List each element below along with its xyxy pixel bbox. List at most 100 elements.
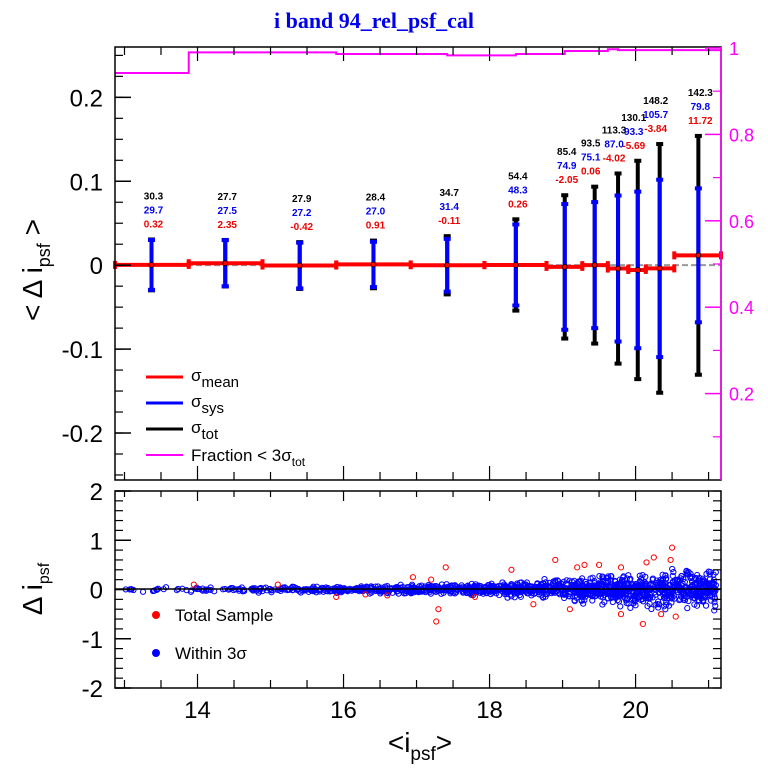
point-within-3sigma: [684, 605, 691, 612]
point-within-3sigma: [660, 594, 668, 602]
point-within-3sigma: [695, 589, 702, 596]
error-cap-sys-bottom: [512, 303, 520, 308]
point-within-3sigma: [504, 594, 511, 601]
y-tick-label: 2: [90, 479, 103, 506]
point-within-3sigma: [711, 595, 719, 602]
point-within-3sigma: [676, 577, 683, 584]
error-cap-sys-top: [148, 237, 156, 242]
point-within-3sigma: [480, 590, 487, 597]
point-within-3sigma: [450, 589, 457, 596]
point-within-3sigma: [687, 573, 694, 580]
chart-title: i band 94_rel_psf_cal: [274, 8, 474, 33]
point-within-3sigma: [619, 591, 626, 598]
legend-label-tot: σtot: [191, 418, 219, 443]
point-total-sample: [672, 613, 679, 620]
right-tick-label: 1: [729, 39, 739, 59]
point-within-3sigma: [605, 573, 612, 580]
point-within-3sigma: [333, 589, 340, 597]
error-cap-sys-bottom: [561, 327, 569, 332]
error-cap-total-top: [512, 217, 520, 222]
point-within-3sigma: [699, 575, 706, 582]
error-cap-total-bottom: [561, 336, 569, 341]
legend-label-total-sample: Total Sample: [175, 606, 273, 625]
point-within-3sigma: [650, 582, 657, 589]
point-within-3sigma: [398, 587, 405, 594]
point-total-sample: [643, 559, 650, 566]
error-cap-total-bottom: [634, 377, 642, 382]
error-cap-total-top: [694, 133, 702, 138]
label-total: 34.7: [439, 188, 459, 199]
label-total: 28.4: [366, 193, 386, 204]
error-cap-sys-bottom: [614, 339, 622, 344]
error-cap-sys-top: [512, 222, 520, 227]
error-cap-sys-bottom: [634, 346, 642, 351]
y-tick-label: -0.1: [62, 337, 103, 364]
error-cap-sys-bottom: [694, 320, 702, 325]
point-within-3sigma: [678, 589, 685, 597]
mean-bar-edge: [626, 265, 631, 274]
point-within-3sigma: [604, 595, 612, 602]
mean-bar-edge: [482, 260, 487, 269]
point-within-3sigma: [694, 571, 701, 579]
point-within-3sigma: [203, 587, 210, 594]
point-within-3sigma: [692, 574, 699, 582]
label-mean: 11.72: [688, 116, 713, 127]
label-total: 142.3: [688, 88, 713, 99]
label-sys: 27.0: [366, 207, 386, 218]
point-within-3sigma: [620, 573, 627, 580]
error-cap-sys-bottom: [443, 289, 451, 294]
point-within-3sigma: [318, 584, 326, 591]
error-cap-total-top: [443, 234, 451, 239]
point-within-3sigma: [602, 590, 609, 597]
point-within-3sigma: [677, 596, 684, 603]
error-cap-sys-bottom: [656, 355, 664, 360]
mean-point: [656, 265, 663, 272]
label-mean: -5.69: [622, 141, 645, 152]
mean-point: [695, 252, 702, 259]
point-within-3sigma: [559, 590, 566, 598]
point-within-3sigma: [249, 587, 257, 594]
point-within-3sigma: [627, 604, 634, 611]
label-sys: 93.3: [624, 127, 644, 138]
label-mean: 2.35: [218, 220, 238, 231]
point-within-3sigma: [378, 586, 385, 594]
y-tick-label: -2: [82, 676, 103, 703]
label-mean: 0.06: [581, 167, 601, 178]
error-cap-total-bottom: [512, 308, 520, 313]
label-sys: 79.8: [691, 102, 711, 113]
point-within-3sigma: [649, 575, 657, 582]
point-within-3sigma: [710, 580, 718, 587]
point-within-3sigma: [659, 571, 666, 578]
point-within-3sigma: [514, 580, 521, 587]
x-tick-label: 14: [184, 697, 211, 724]
point-within-3sigma: [599, 601, 606, 608]
point-within-3sigma: [579, 587, 586, 594]
point-within-3sigma: [663, 601, 670, 608]
mean-point: [615, 265, 621, 272]
point-total-sample: [581, 561, 588, 568]
point-within-3sigma: [408, 581, 416, 588]
point-within-3sigma: [662, 572, 669, 579]
point-within-3sigma: [706, 571, 713, 578]
point-within-3sigma: [531, 584, 538, 591]
point-within-3sigma: [683, 569, 691, 577]
mean-point: [444, 262, 451, 269]
point-within-3sigma: [500, 584, 507, 591]
point-within-3sigma: [541, 575, 548, 583]
label-sys: 105.7: [643, 110, 668, 121]
error-cap-sys-top: [561, 202, 569, 207]
point-within-3sigma: [366, 590, 373, 597]
point-within-3sigma: [680, 575, 687, 583]
point-within-3sigma: [608, 593, 615, 600]
label-mean: -0.42: [290, 222, 313, 233]
error-cap-sys-top: [694, 186, 702, 191]
point-within-3sigma: [353, 584, 360, 592]
point-within-3sigma: [596, 572, 603, 580]
point-within-3sigma: [641, 591, 648, 599]
point-within-3sigma: [528, 584, 535, 591]
top-bin-labels: 30.3 29.7 0.32 27.7 27.5 2.35 27.9 27.2 -0.42 28.…: [144, 88, 714, 233]
label-total: 27.7: [218, 192, 238, 203]
error-cap-total-top: [614, 171, 622, 176]
bottom-legend: Total Sample Within 3σ: [152, 606, 273, 663]
error-cap-sys-top: [634, 189, 642, 194]
